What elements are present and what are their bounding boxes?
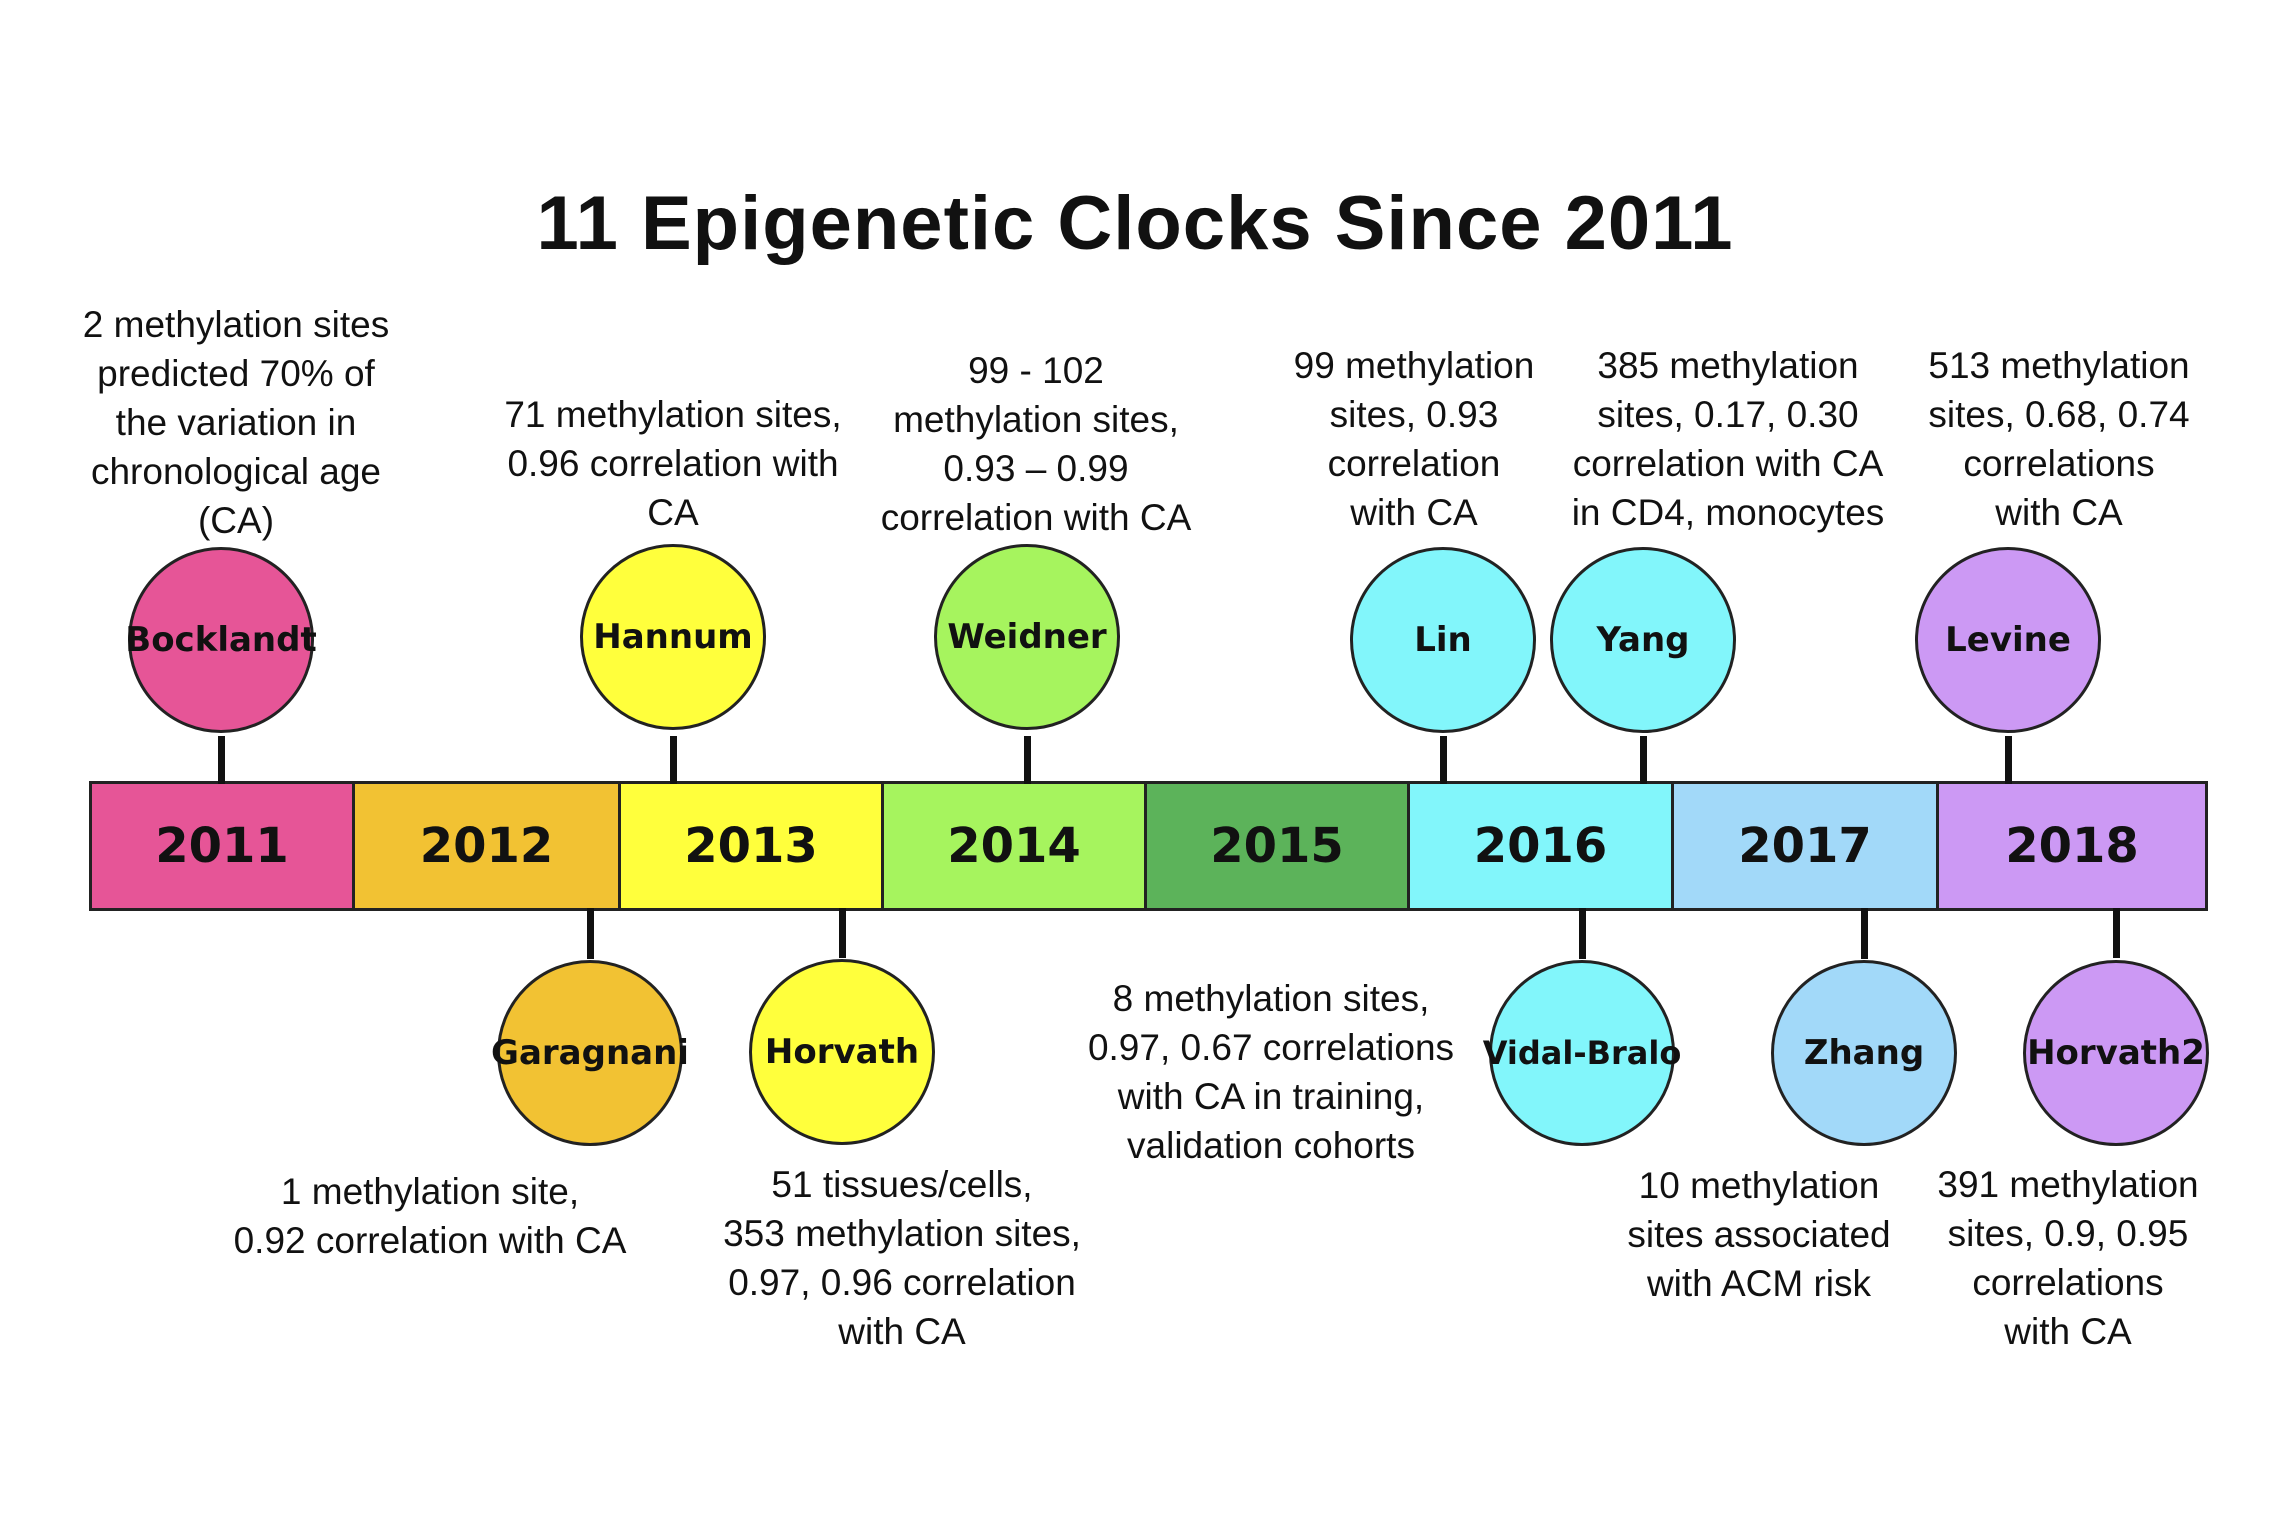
description-line: sites, 0.68, 0.74: [1928, 394, 2190, 435]
description-line: 2 methylation sites: [82, 304, 390, 345]
clock-node-vidal-bralo: Vidal-Bralo: [1483, 960, 1681, 1146]
description-line: in CD4, monocytes: [1571, 492, 1885, 533]
clock-node-horvath: Horvath: [749, 959, 935, 1145]
year-segment-2014: 2014: [884, 784, 1147, 908]
connector-horvath: [839, 908, 846, 958]
connector-horvath2: [2113, 908, 2120, 958]
description-line: sites, 0.17, 0.30: [1597, 394, 1859, 435]
clock-node-weidner: Weidner: [934, 544, 1120, 730]
description-line: with CA in training,: [1117, 1076, 1425, 1117]
connector-zhang: [1861, 908, 1868, 959]
description-line: the variation in: [115, 402, 357, 443]
connector-yang: [1640, 736, 1647, 784]
description-line: 0.97, 0.67 correlations: [1087, 1027, 1455, 1068]
description-line: sites, 0.93: [1329, 394, 1499, 435]
description-line: chronological age: [90, 451, 382, 492]
connector-hannum: [670, 736, 677, 784]
description-line: 0.97, 0.96 correlation: [728, 1262, 1076, 1303]
description-line: 0.92 correlation with CA: [233, 1220, 627, 1261]
description-line: validation cohorts: [1127, 1125, 1415, 1166]
clock-node-bocklandt: Bocklandt: [125, 547, 317, 733]
year-segment-2013: 2013: [621, 784, 884, 908]
description-line: 99 - 102: [968, 350, 1104, 391]
clock-node-yang: Yang: [1550, 547, 1736, 733]
year-segment-2011: 2011: [92, 784, 355, 908]
clock-description-horvath2: 391 methylation sites, 0.9, 0.95 correlati…: [1918, 1160, 2218, 1356]
clock-node-levine: Levine: [1915, 547, 2101, 733]
description-line: sites, 0.9, 0.95: [1947, 1213, 2189, 1254]
year-segment-2017: 2017: [1674, 784, 1939, 908]
page-title: 11 Epigenetic Clocks Since 2011: [536, 181, 1734, 266]
connector-garagnani: [587, 908, 594, 959]
description-line: 385 methylation: [1597, 345, 1859, 386]
description-line: with CA: [1995, 492, 2123, 533]
clock-description-hannum: 71 methylation sites, 0.96 correlation wi…: [473, 390, 873, 537]
description-line: 0.96 correlation with: [507, 443, 839, 484]
clock-description-yang: 385 methylation sites, 0.17, 0.30 correlat…: [1548, 341, 1908, 537]
clock-description-lin: 99 methylation sites, 0.93 correlation with…: [1264, 341, 1564, 537]
clock-description-garagnani: 1 methylation site, 0.92 correlation with…: [220, 1167, 640, 1265]
year-segment-2018: 2018: [1939, 784, 2205, 908]
connector-weidner: [1024, 736, 1031, 784]
description-line: (CA): [197, 500, 275, 541]
description-line: correlation: [1327, 443, 1501, 484]
description-line: 51 tissues/cells,: [771, 1164, 1033, 1205]
description-line: 99 methylation: [1293, 345, 1535, 386]
description-line: 353 methylation sites,: [723, 1213, 1081, 1254]
description-line: 0.93 – 0.99: [943, 448, 1129, 489]
clock-description-vidal-bralo: 8 methylation sites, 0.97, 0.67 correlati…: [1041, 974, 1501, 1170]
description-line: methylation sites,: [893, 399, 1179, 440]
year-segment-2012: 2012: [355, 784, 621, 908]
description-line: predicted 70% of: [97, 353, 375, 394]
connector-bocklandt: [218, 736, 225, 784]
clock-description-bocklandt: 2 methylation sites predicted 70% of the v…: [36, 300, 436, 545]
description-line: 513 methylation: [1928, 345, 2190, 386]
description-line: correlations: [1972, 1262, 2164, 1303]
clock-description-horvath: 51 tissues/cells, 353 methylation sites, 0…: [692, 1160, 1112, 1356]
year-segment-2016: 2016: [1410, 784, 1674, 908]
description-line: correlations: [1963, 443, 2155, 484]
connector-lin: [1440, 736, 1447, 784]
description-line: CA: [647, 492, 699, 533]
description-line: correlation with CA: [1572, 443, 1884, 484]
connector-vidal-bralo: [1579, 908, 1586, 959]
description-line: sites associated: [1627, 1214, 1891, 1255]
description-line: 71 methylation sites,: [504, 394, 842, 435]
description-line: 391 methylation: [1937, 1164, 2199, 1205]
description-line: 8 methylation sites,: [1112, 978, 1430, 1019]
clock-node-horvath2: Horvath2: [2023, 960, 2209, 1146]
description-line: with CA: [1350, 492, 1478, 533]
clock-node-lin: Lin: [1350, 547, 1536, 733]
clock-node-garagnani: Garagnani: [491, 960, 689, 1146]
clock-description-levine: 513 methylation sites, 0.68, 0.74 correlat…: [1909, 341, 2209, 537]
description-line: 1 methylation site,: [280, 1171, 580, 1212]
clock-node-zhang: Zhang: [1771, 960, 1957, 1146]
timeline-bar: 2011 2012 2013 2014 2015 2016 2017 2018: [89, 781, 2208, 911]
description-line: correlation with CA: [880, 497, 1192, 538]
description-line: with CA: [2004, 1311, 2132, 1352]
clock-description-zhang: 10 methylation sites associated with ACM r…: [1599, 1161, 1919, 1308]
clock-node-hannum: Hannum: [580, 544, 766, 730]
description-line: with CA: [838, 1311, 966, 1352]
connector-levine: [2005, 736, 2012, 784]
description-line: 10 methylation: [1638, 1165, 1880, 1206]
description-line: with ACM risk: [1646, 1263, 1872, 1304]
clock-description-weidner: 99 - 102 methylation sites, 0.93 – 0.99 cor…: [846, 346, 1226, 542]
year-segment-2015: 2015: [1147, 784, 1410, 908]
